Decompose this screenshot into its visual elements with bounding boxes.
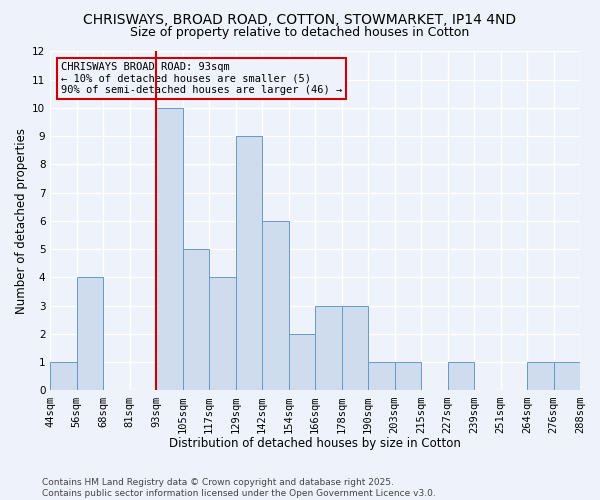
Bar (262, 221, 289, 390)
Text: CHRISWAYS BROAD ROAD: 93sqm
← 10% of detached houses are smaller (5)
90% of semi: CHRISWAYS BROAD ROAD: 93sqm ← 10% of det… (61, 62, 342, 95)
Text: Size of property relative to detached houses in Cotton: Size of property relative to detached ho… (130, 26, 470, 39)
Bar (554, 362, 580, 390)
Bar (368, 362, 395, 390)
Bar (236, 136, 262, 390)
Y-axis label: Number of detached properties: Number of detached properties (15, 128, 28, 314)
Text: CHRISWAYS, BROAD ROAD, COTTON, STOWMARKET, IP14 4ND: CHRISWAYS, BROAD ROAD, COTTON, STOWMARKE… (83, 12, 517, 26)
Bar (50, 362, 77, 390)
Bar (341, 306, 368, 390)
Bar (395, 362, 421, 390)
Text: Contains HM Land Registry data © Crown copyright and database right 2025.
Contai: Contains HM Land Registry data © Crown c… (42, 478, 436, 498)
Bar (183, 249, 209, 390)
Bar (289, 334, 315, 390)
Bar (448, 362, 474, 390)
Bar (156, 108, 183, 391)
X-axis label: Distribution of detached houses by size in Cotton: Distribution of detached houses by size … (169, 437, 461, 450)
Bar (315, 306, 341, 390)
Bar (209, 278, 236, 390)
Bar (77, 278, 103, 390)
Bar (527, 362, 554, 390)
